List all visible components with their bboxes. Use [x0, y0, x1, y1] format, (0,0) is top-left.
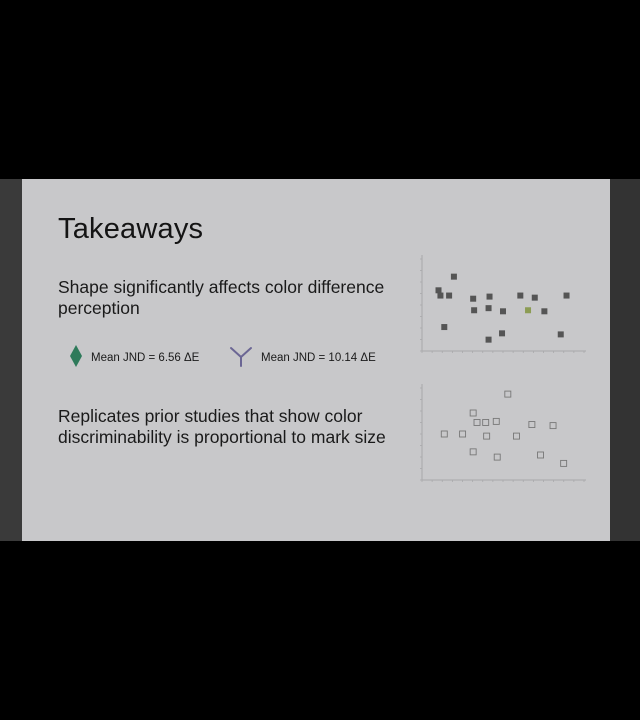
data-point [473, 419, 481, 426]
data-point [537, 451, 544, 459]
data-point [469, 448, 477, 456]
scatter-filled-squares [420, 255, 586, 353]
data-point [504, 390, 512, 398]
diamond-icon [69, 344, 83, 372]
backdrop-right [610, 179, 640, 541]
data-point [486, 293, 493, 300]
legend-label-tri-branch: Mean JND = 10.14 ΔE [261, 352, 376, 364]
tri-branch-icon [229, 345, 253, 372]
data-point [485, 305, 492, 312]
data-point [485, 336, 492, 343]
slide: Takeaways Shape significantly affects co… [22, 179, 610, 541]
data-point [470, 295, 477, 302]
data-point [450, 273, 457, 280]
scatter-hollow-squares [420, 384, 586, 482]
slide-title: Takeaways [58, 213, 204, 245]
backdrop-left [0, 179, 22, 541]
data-point [435, 287, 442, 294]
data-point [525, 307, 532, 314]
data-point [563, 292, 570, 299]
data-point [557, 331, 564, 338]
legend-tri-branch: Mean JND = 10.14 ΔE [229, 345, 376, 371]
data-point [500, 308, 506, 315]
data-point [560, 459, 568, 467]
data-point [483, 432, 491, 440]
data-point [499, 330, 506, 337]
data-point [549, 422, 557, 430]
legend-diamond: Mean JND = 6.56 ΔE [69, 344, 200, 372]
data-point [459, 430, 467, 438]
data-point [541, 308, 548, 315]
data-point [469, 409, 477, 417]
takeaway-shape: Shape significantly affects color differ… [58, 277, 385, 318]
data-point [437, 292, 444, 299]
data-point [528, 421, 536, 428]
data-point [513, 432, 520, 440]
data-point [531, 294, 538, 301]
data-point [440, 430, 448, 438]
data-point [493, 453, 501, 461]
data-point [446, 292, 453, 299]
takeaway-size: Replicates prior studies that show color… [58, 406, 386, 447]
data-point [441, 324, 448, 331]
data-point [471, 307, 478, 314]
data-point [517, 292, 524, 299]
legend-label-diamond: Mean JND = 6.56 ΔE [91, 352, 200, 364]
data-point [492, 417, 500, 425]
data-point [482, 419, 490, 426]
